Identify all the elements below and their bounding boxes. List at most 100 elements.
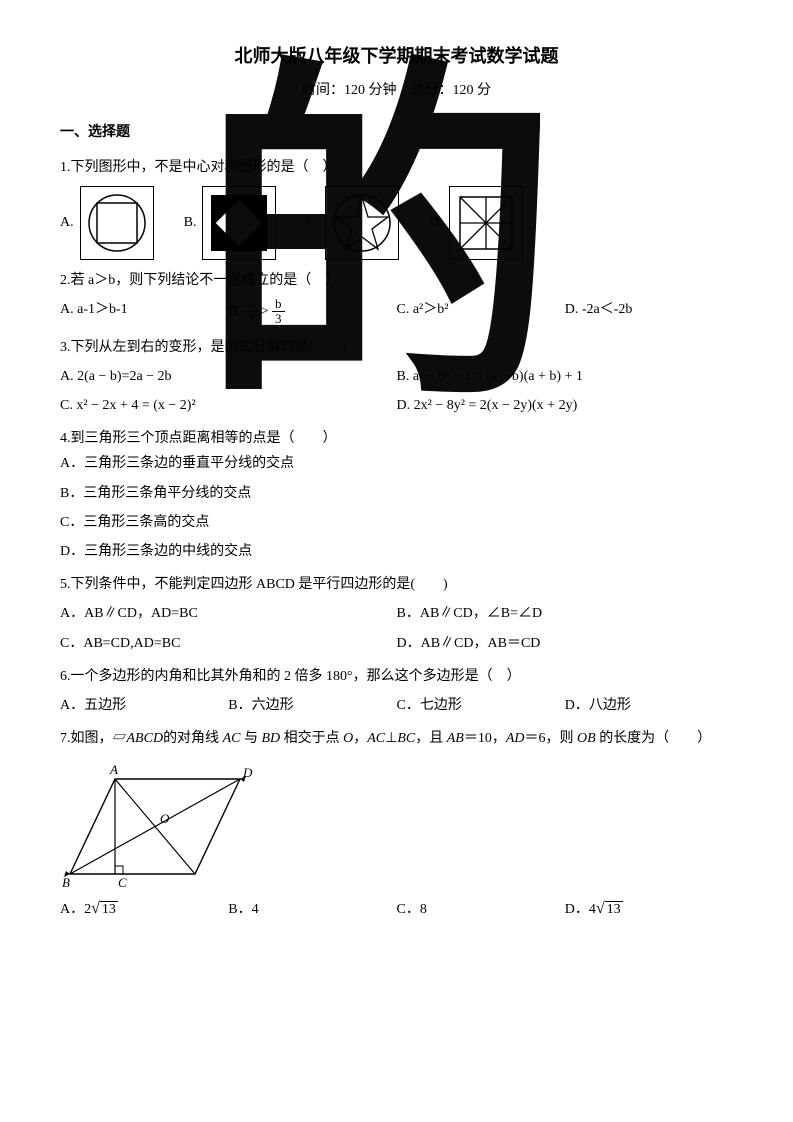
q5-options-row1: A．AB∥CD，AD=BC B．AB∥CD，∠B=∠D bbox=[60, 601, 733, 626]
q2-b-num-b: b bbox=[272, 297, 285, 312]
q6-option-b: B．六边形 bbox=[228, 693, 396, 718]
q5-option-a: A．AB∥CD，AD=BC bbox=[60, 601, 397, 626]
subtitle-total: 总分：120 分 bbox=[411, 83, 492, 98]
q7-abcd: ABCD bbox=[127, 731, 164, 746]
q2-b-prefix: B. bbox=[228, 304, 244, 319]
q7-pre: 7.如图，▱ bbox=[60, 731, 127, 746]
q7-a-rad: 13 bbox=[100, 901, 118, 919]
q3-option-a: A. 2(a − b)=2a − 2b bbox=[60, 364, 397, 389]
q7-m5: ，且 bbox=[415, 731, 447, 746]
q2-b-frac-a: a 3 bbox=[245, 297, 258, 327]
q7-m1: 的对角线 bbox=[163, 731, 223, 746]
q7-figure: A D B C O bbox=[60, 759, 733, 889]
q7-m4: ， bbox=[353, 731, 367, 746]
q7-ac: AC bbox=[223, 731, 241, 746]
question-5: 5.下列条件中，不能判定四边形 ABCD 是平行四边形的是( ) A．AB∥CD… bbox=[60, 572, 733, 656]
q5-option-c: C．AB=CD,AD=BC bbox=[60, 631, 397, 656]
q7-label-a: A bbox=[109, 762, 118, 777]
q7-end: 的长度为（ ） bbox=[596, 731, 712, 746]
q2-b-frac-b: b 3 bbox=[272, 297, 285, 327]
page-content: 北师大版八年级下学期期末考试数学试题 时间：120 分钟 总分：120 分 一、… bbox=[60, 40, 733, 923]
q7-o: O bbox=[343, 731, 353, 746]
q1-option-a: A. bbox=[60, 186, 154, 260]
q2-option-d: D. -2a＜-2b bbox=[565, 297, 733, 327]
q7-a-pre: A．2 bbox=[60, 902, 91, 917]
q1-d-label: D. bbox=[429, 210, 443, 235]
question-1: 1.下列图形中，不是中心对称图形的是（ ） A. B. bbox=[60, 155, 733, 260]
page-subtitle: 时间：120 分钟 总分：120 分 bbox=[60, 78, 733, 103]
q7-d-pre: D．4 bbox=[565, 902, 596, 917]
q2-b-num-a: a bbox=[245, 297, 258, 312]
q2-option-c: C. a²＞b² bbox=[397, 297, 565, 327]
q5-text: 5.下列条件中，不能判定四边形 ABCD 是平行四边形的是( ) bbox=[60, 572, 733, 597]
q7-m3: 相交于点 bbox=[280, 731, 343, 746]
q7-label-b: B bbox=[62, 875, 70, 889]
q1-option-b: B. bbox=[184, 186, 277, 260]
question-2: 2.若 a＞b，则下列结论不一定成立的是（ ） A. a-1＞b-1 B. a … bbox=[60, 268, 733, 327]
q7-label-c: C bbox=[118, 875, 127, 889]
q7-option-b: B．4 bbox=[228, 897, 396, 922]
q7-d-sqrt: √13 bbox=[596, 901, 623, 919]
q5-option-b: B．AB∥CD，∠B=∠D bbox=[397, 601, 734, 626]
q1-c-label: C. bbox=[306, 210, 319, 235]
q7-eq10: ＝10， bbox=[464, 731, 506, 746]
q2-b-gt: > bbox=[261, 304, 272, 319]
q7-option-a: A．2√13 bbox=[60, 897, 228, 922]
q2-options: A. a-1＞b-1 B. a 3 > b 3 C. a²＞b² D. -2a＜… bbox=[60, 297, 733, 327]
section-1-heading: 一、选择题 bbox=[60, 120, 733, 145]
q3-option-c: C. x² − 2x + 4 = (x − 2)² bbox=[60, 393, 397, 418]
question-7: 7.如图，▱ABCD的对角线 AC 与 BD 相交于点 O，AC⊥BC，且 AB… bbox=[60, 726, 733, 922]
q7-options: A．2√13 B．4 C．8 D．4√13 bbox=[60, 897, 733, 922]
q3-text: 3.下列从左到右的变形，是因式分解的是( ) bbox=[60, 335, 733, 360]
q6-option-a: A．五边形 bbox=[60, 693, 228, 718]
q2-b-den-b: 3 bbox=[272, 312, 285, 326]
q7-ad: AD bbox=[506, 731, 525, 746]
subtitle-time: 时间：120 分钟 bbox=[302, 83, 397, 98]
q6-text: 6.一个多边形的内角和比其外角和的 2 倍多 180°，那么这个多边形是（ ） bbox=[60, 664, 733, 689]
q5-options-row2: C．AB=CD,AD=BC D．AB∥CD，AB＝CD bbox=[60, 631, 733, 656]
q6-option-c: C．七边形 bbox=[397, 693, 565, 718]
q3-options-row1: A. 2(a − b)=2a − 2b B. a² − b² + 1 = (a … bbox=[60, 364, 733, 389]
q1-figure-a bbox=[80, 186, 154, 260]
q7-eq6: ＝6，则 bbox=[525, 731, 578, 746]
q2-option-b: B. a 3 > b 3 bbox=[228, 297, 396, 327]
q6-options: A．五边形 B．六边形 C．七边形 D．八边形 bbox=[60, 693, 733, 718]
q7-d-rad: 13 bbox=[605, 901, 623, 919]
q7-ab: AB bbox=[447, 731, 464, 746]
q2-option-a: A. a-1＞b-1 bbox=[60, 297, 228, 327]
q1-option-d: D. bbox=[429, 186, 523, 260]
q1-b-label: B. bbox=[184, 210, 197, 235]
q1-text: 1.下列图形中，不是中心对称图形的是（ ） bbox=[60, 155, 733, 180]
q3-options-row2: C. x² − 2x + 4 = (x − 2)² D. 2x² − 8y² =… bbox=[60, 393, 733, 418]
q6-option-d: D．八边形 bbox=[565, 693, 733, 718]
q4-option-b: B．三角形三条角平分线的交点 bbox=[60, 481, 733, 506]
q7-ac2: AC bbox=[367, 731, 385, 746]
q1-a-label: A. bbox=[60, 210, 74, 235]
q3-option-d: D. 2x² − 8y² = 2(x − 2y)(x + 2y) bbox=[397, 393, 734, 418]
q1-options: A. B. C. bbox=[60, 186, 733, 260]
q7-text: 7.如图，▱ABCD的对角线 AC 与 BD 相交于点 O，AC⊥BC，且 AB… bbox=[60, 726, 733, 751]
q7-a-sqrt: √13 bbox=[91, 901, 118, 919]
q7-option-c: C．8 bbox=[397, 897, 565, 922]
question-4: 4.到三角形三个顶点距离相等的点是（ ） A．三角形三条边的垂直平分线的交点 B… bbox=[60, 426, 733, 564]
q1-figure-c bbox=[325, 186, 399, 260]
q1-option-c: C. bbox=[306, 186, 399, 260]
q1-figure-b bbox=[202, 186, 276, 260]
q7-perp: ⊥ bbox=[385, 731, 397, 746]
question-3: 3.下列从左到右的变形，是因式分解的是( ) A. 2(a − b)=2a − … bbox=[60, 335, 733, 419]
q5-option-d: D．AB∥CD，AB＝CD bbox=[397, 631, 734, 656]
q7-option-d: D．4√13 bbox=[565, 897, 733, 922]
q7-ob: OB bbox=[577, 731, 596, 746]
page-title: 北师大版八年级下学期期末考试数学试题 bbox=[60, 40, 733, 72]
q2-b-den-a: 3 bbox=[245, 312, 258, 326]
q7-bc: BC bbox=[397, 731, 415, 746]
q7-label-d: D bbox=[242, 765, 253, 780]
q4-option-d: D．三角形三条边的中线的交点 bbox=[60, 539, 733, 564]
q1-figure-d bbox=[449, 186, 523, 260]
q4-option-a: A．三角形三条边的垂直平分线的交点 bbox=[60, 451, 733, 476]
q7-m2: 与 bbox=[240, 731, 261, 746]
q3-option-b: B. a² − b² + 1 = (a − b)(a + b) + 1 bbox=[397, 364, 734, 389]
q4-option-c: C．三角形三条高的交点 bbox=[60, 510, 733, 535]
question-6: 6.一个多边形的内角和比其外角和的 2 倍多 180°，那么这个多边形是（ ） … bbox=[60, 664, 733, 718]
q7-label-o: O bbox=[160, 811, 170, 826]
